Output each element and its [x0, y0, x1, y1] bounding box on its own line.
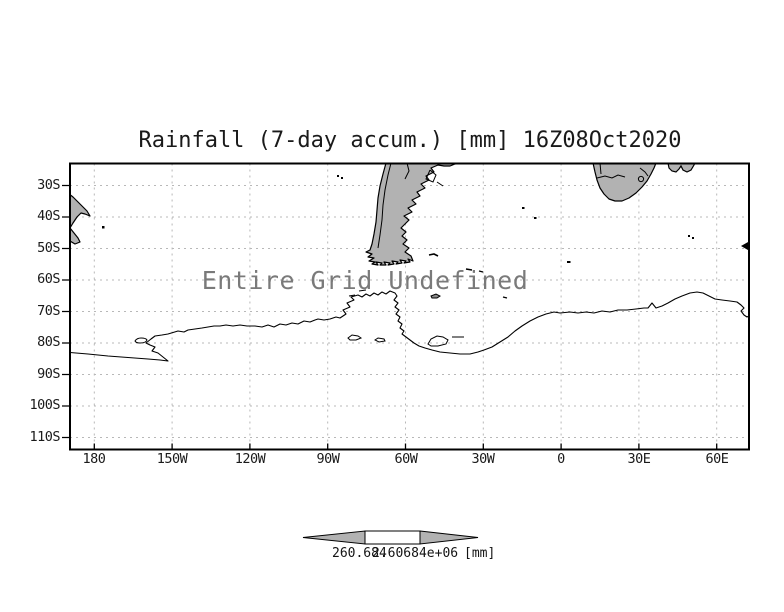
south-america-internal-borders [377, 163, 444, 249]
colorbar-low-label: 260.684 [332, 546, 387, 561]
berkner-island [427, 335, 449, 347]
x-tick-label-60w: 60W [394, 451, 418, 467]
x-tick-label-150w: 150W [156, 451, 188, 467]
y-tick-label-50s: 50S [37, 239, 60, 256]
y-tick-label-70s: 70S [37, 302, 60, 319]
map-frame [69, 162, 750, 451]
x-axis-ticks [93, 443, 718, 450]
y-tick-label-100s: 100S [29, 397, 60, 413]
x-tick-label-0: 0 [557, 451, 565, 467]
y-tick-label-90s: 90S [37, 365, 60, 382]
graticule-horizontal-gridlines [70, 185, 749, 438]
antarctica-coastline [70, 290, 749, 362]
y-tick-label-30s: 30S [37, 176, 60, 193]
plot-title: Rainfall (7-day accum.) [mm] 16Z08Oct202… [138, 128, 682, 153]
x-tick-label-60e: 60E [705, 451, 729, 467]
undefined-grid-message: Entire Grid Undefined [201, 266, 529, 295]
y-tick-label-80s: 80S [37, 334, 60, 350]
new-zealand-fragment [70, 193, 91, 245]
south-shetland-islands [348, 289, 441, 299]
lesotho-border-ring [637, 175, 645, 183]
kerguelen-island-clipped [740, 241, 749, 251]
colorbar-high-label: 2.60684e+06 [372, 546, 459, 561]
x-tick-label-180: 180 [82, 451, 106, 467]
x-tick-label-90w: 90W [316, 451, 340, 467]
southern-africa-landmass [592, 163, 657, 202]
colorbar-middle-box [364, 530, 421, 545]
colorbar [302, 530, 479, 545]
madagascar-tip-landmass [667, 163, 696, 173]
colorbar-units-label: [mm] [464, 546, 496, 561]
y-tick-label-60s: 60S [37, 271, 60, 287]
weddell-islands [347, 334, 464, 343]
south-georgia-sandwich-islands [465, 268, 508, 299]
x-tick-label-30w: 30W [471, 451, 495, 467]
falkland-islands [428, 253, 439, 257]
scattered-island-specks [102, 175, 694, 263]
south-america-landmass [365, 163, 459, 266]
colorbar-right-arrow [419, 530, 479, 545]
ross-sea-island [134, 337, 148, 344]
y-tick-label-40s: 40S [37, 208, 60, 224]
colorbar-left-arrow [302, 530, 366, 545]
southern-africa-internal-borders [596, 163, 649, 179]
x-tick-label-30e: 30E [627, 451, 651, 467]
x-tick-label-120w: 120W [234, 451, 266, 467]
y-axis-ticks [62, 184, 70, 439]
y-tick-label-110s: 110S [29, 428, 60, 445]
